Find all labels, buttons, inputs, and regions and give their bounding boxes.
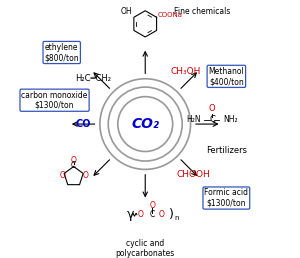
Text: ): ) bbox=[169, 208, 174, 221]
Text: CO₂: CO₂ bbox=[131, 117, 159, 131]
Text: H₂C═CH₂: H₂C═CH₂ bbox=[75, 74, 111, 83]
Text: n: n bbox=[174, 215, 178, 221]
Text: Formic acid
$1300/ton: Formic acid $1300/ton bbox=[204, 188, 248, 208]
Text: O: O bbox=[209, 104, 215, 113]
Text: O: O bbox=[159, 210, 165, 219]
Text: Fertilizers: Fertilizers bbox=[206, 146, 247, 155]
Text: H₂N: H₂N bbox=[186, 115, 201, 124]
Text: CH₃OH: CH₃OH bbox=[171, 67, 201, 76]
Text: NH₂: NH₂ bbox=[223, 115, 237, 124]
Text: O: O bbox=[137, 210, 143, 219]
Text: O: O bbox=[59, 171, 65, 180]
Text: CHOOH: CHOOH bbox=[176, 170, 210, 179]
Text: CO: CO bbox=[75, 119, 91, 129]
Text: C: C bbox=[209, 115, 215, 124]
Text: OH: OH bbox=[121, 7, 133, 16]
Text: O: O bbox=[149, 201, 155, 210]
Text: carbon monoxide
$1300/ton: carbon monoxide $1300/ton bbox=[21, 91, 88, 110]
Text: Fine chemicals: Fine chemicals bbox=[174, 7, 231, 17]
Text: ethylene
$800/ton: ethylene $800/ton bbox=[44, 43, 79, 62]
Text: O: O bbox=[82, 171, 88, 180]
Text: cyclic and
polycarbonates: cyclic and polycarbonates bbox=[116, 239, 175, 258]
Text: C: C bbox=[150, 210, 155, 219]
Text: Methanol
$400/ton: Methanol $400/ton bbox=[208, 67, 244, 86]
Text: γ: γ bbox=[127, 208, 135, 221]
Text: O: O bbox=[71, 156, 76, 165]
Text: COONa: COONa bbox=[158, 12, 183, 18]
Text: C: C bbox=[71, 161, 76, 170]
